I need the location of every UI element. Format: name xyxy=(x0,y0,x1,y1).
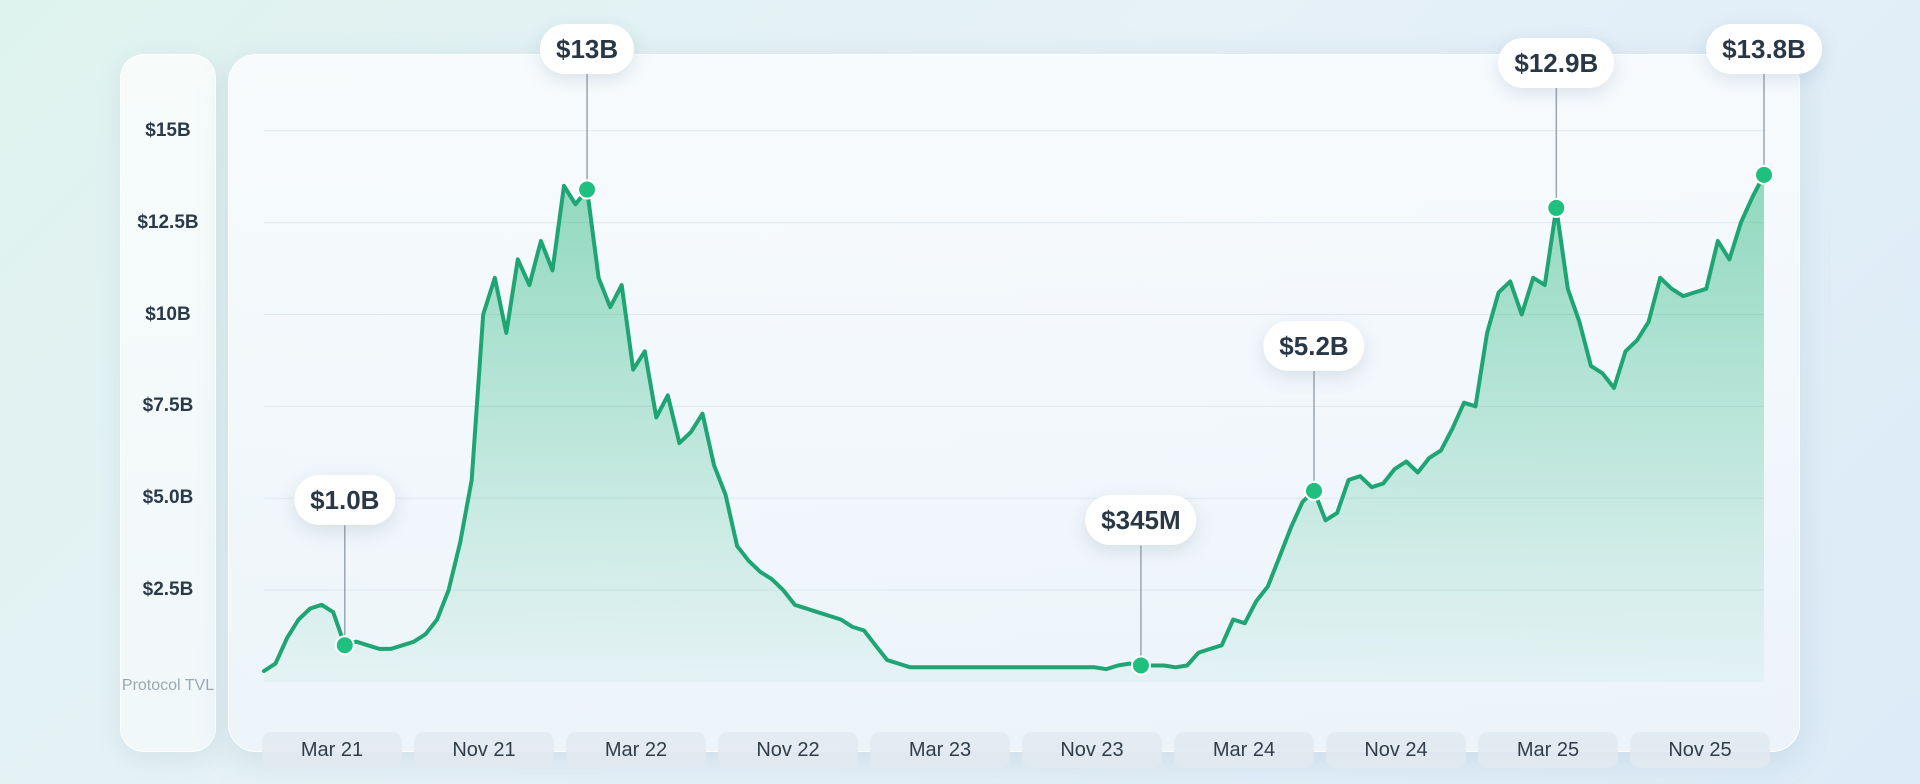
x-tick-label: Mar 22 xyxy=(566,732,706,768)
data-point-marker xyxy=(1754,164,1774,185)
y-tick-label: $15B xyxy=(145,119,191,141)
y-axis-panel: $2.5B $5.0B $7.5B $10B $12.5B $15B Protocol T… xyxy=(120,54,216,752)
x-tick-label: Mar 21 xyxy=(262,732,402,768)
data-point-marker xyxy=(334,635,355,656)
x-tick-label: Nov 25 xyxy=(1630,732,1770,768)
x-tick-label: Nov 24 xyxy=(1326,732,1466,768)
value-callout: $13.8B xyxy=(1706,24,1822,74)
tvl-area-chart xyxy=(262,74,1774,683)
data-point-marker xyxy=(1546,197,1567,218)
tvl-area xyxy=(264,174,1764,683)
y-tick-label: $5.0B xyxy=(142,487,194,509)
x-tick-label: Nov 21 xyxy=(414,732,554,768)
x-tick-label: Nov 22 xyxy=(718,732,858,768)
data-point-marker xyxy=(1304,480,1324,501)
value-callout: $5.2B xyxy=(1263,320,1365,371)
x-tick-label: Mar 24 xyxy=(1174,732,1314,768)
y-tick-label: $10B xyxy=(145,303,191,325)
x-tick-label: Mar 23 xyxy=(870,732,1010,768)
value-callout: $12.9B xyxy=(1498,37,1615,88)
data-point-marker xyxy=(577,179,598,200)
value-callout: $13B xyxy=(539,24,635,74)
y-axis-title: Protocol TVL xyxy=(121,677,215,694)
value-callout: $345M xyxy=(1085,495,1197,546)
y-tick-label: $12.5B xyxy=(137,211,199,233)
y-tick-label: $2.5B xyxy=(142,579,194,601)
value-callout: $1.0B xyxy=(294,475,396,526)
tvl-line xyxy=(262,172,1766,673)
data-point-marker xyxy=(1130,655,1151,676)
x-tick-label: Mar 25 xyxy=(1478,732,1618,768)
chart-panel: Mar 21 Nov 21 Mar 22 Nov 22 Mar 23 Nov 23 Mar … xyxy=(228,24,1822,768)
y-tick-label: $7.5B xyxy=(142,395,194,417)
x-tick-label: Nov 23 xyxy=(1022,732,1162,768)
